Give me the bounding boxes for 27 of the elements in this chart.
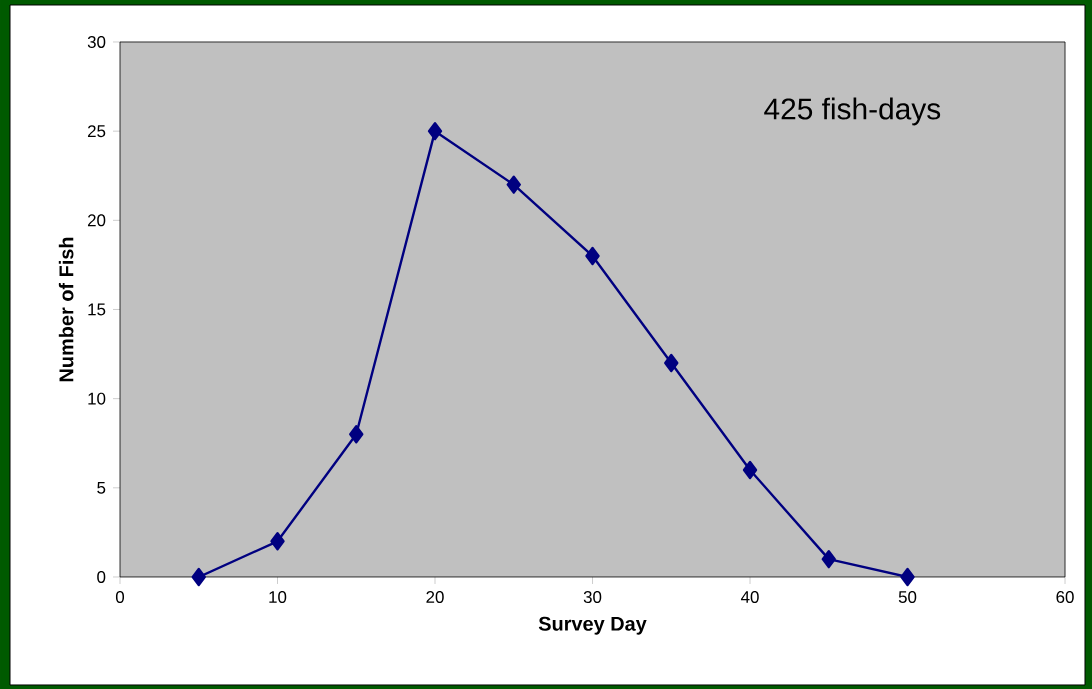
point bbox=[427, 121, 443, 141]
x-tick-label: 60 bbox=[1056, 591, 1074, 604]
point bbox=[821, 549, 836, 569]
y-tick-label: 15 bbox=[88, 303, 106, 316]
y-tick-label: 30 bbox=[87, 36, 106, 48]
y-tick-label: 0 bbox=[97, 571, 106, 583]
point bbox=[585, 246, 600, 266]
annotation: 425 fish-days bbox=[764, 97, 941, 126]
y-axis-title: Number of Fish bbox=[58, 237, 74, 382]
y-tick-label: 20 bbox=[87, 214, 106, 227]
x-tick-label: 20 bbox=[426, 591, 444, 604]
x-tick-label: 40 bbox=[740, 591, 759, 604]
point bbox=[191, 567, 206, 587]
point bbox=[742, 460, 758, 480]
x-tick-label: 30 bbox=[583, 591, 602, 604]
point bbox=[270, 532, 285, 551]
x-axis-title: Survey Day bbox=[538, 616, 647, 635]
y-tick-label: 25 bbox=[87, 125, 106, 138]
point bbox=[900, 567, 915, 587]
y-tick-label: 10 bbox=[88, 392, 106, 405]
x-tick-label: 0 bbox=[115, 591, 125, 604]
point bbox=[664, 353, 679, 373]
x-tick-label: 10 bbox=[269, 591, 287, 604]
x-tick-label: 50 bbox=[898, 591, 917, 604]
point bbox=[349, 425, 364, 444]
y-tick-label: 5 bbox=[97, 481, 106, 494]
point bbox=[506, 175, 521, 194]
